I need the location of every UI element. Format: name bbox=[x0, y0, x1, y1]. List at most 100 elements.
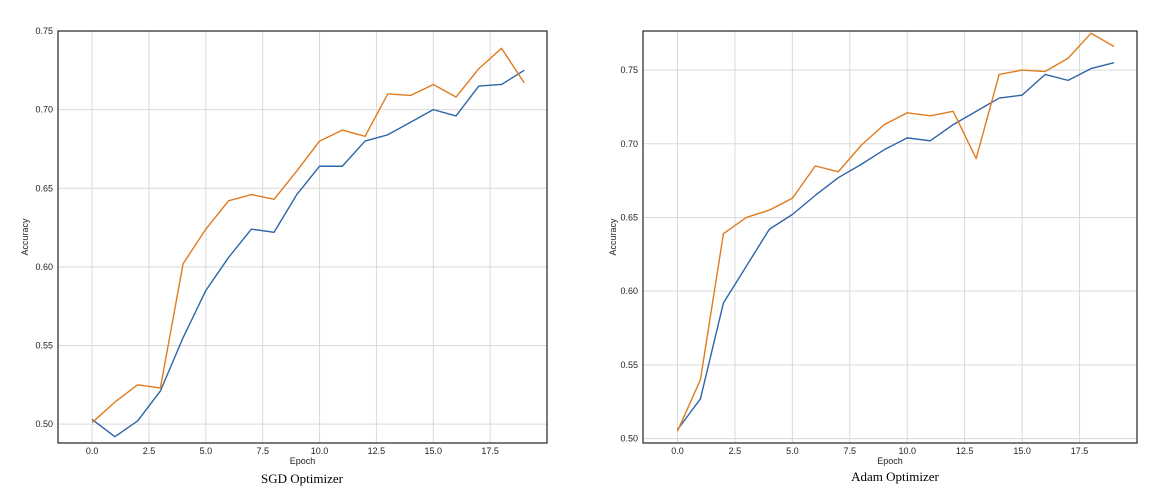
data-point bbox=[1067, 79, 1069, 81]
data-point bbox=[906, 112, 908, 114]
data-point bbox=[1113, 61, 1115, 63]
x-tick-label: 15.0 bbox=[1013, 446, 1031, 456]
y-tick-label: 0.60 bbox=[35, 262, 53, 272]
data-point bbox=[409, 94, 411, 96]
data-point bbox=[676, 430, 678, 432]
data-point bbox=[114, 401, 116, 403]
data-point bbox=[745, 265, 747, 267]
data-point bbox=[1021, 69, 1023, 71]
x-tick-label: 17.5 bbox=[1071, 446, 1089, 456]
x-tick-label: 0.0 bbox=[671, 446, 684, 456]
x-tick-label: 7.5 bbox=[256, 446, 269, 456]
data-point bbox=[296, 170, 298, 172]
data-point bbox=[500, 83, 502, 85]
data-point bbox=[952, 123, 954, 125]
data-point bbox=[250, 228, 252, 230]
y-tick-label: 0.75 bbox=[35, 26, 53, 36]
y-axis-label: Accuracy bbox=[608, 218, 618, 256]
x-tick-label: 10.0 bbox=[311, 446, 329, 456]
chart-caption: Adam Optimizer bbox=[851, 469, 939, 484]
plot-area bbox=[643, 31, 1137, 443]
y-tick-label: 0.75 bbox=[620, 65, 638, 75]
adam-chart: 0.0 2.5 5.0 7.5 10.0 12.5 15.0 17.5 0.50 0.55 0.60… bbox=[608, 30, 1138, 484]
y-tick-label: 0.60 bbox=[620, 286, 638, 296]
chart-caption: SGD Optimizer bbox=[261, 471, 344, 486]
data-point bbox=[318, 165, 320, 167]
plot-frame bbox=[57, 30, 548, 444]
data-point bbox=[699, 378, 701, 380]
data-point bbox=[296, 193, 298, 195]
y-tick-label: 0.50 bbox=[35, 419, 53, 429]
data-point bbox=[699, 398, 701, 400]
data-point bbox=[768, 228, 770, 230]
y-tick-label: 0.70 bbox=[35, 105, 53, 115]
x-tick-label: 17.5 bbox=[481, 446, 499, 456]
x-tick-label: 5.0 bbox=[200, 446, 213, 456]
data-point bbox=[975, 157, 977, 159]
data-point bbox=[1090, 67, 1092, 69]
data-point bbox=[318, 140, 320, 142]
data-point bbox=[432, 83, 434, 85]
data-point bbox=[341, 129, 343, 131]
series-line-0 bbox=[676, 62, 1115, 431]
y-tick-label: 0.50 bbox=[620, 434, 638, 444]
data-point bbox=[837, 171, 839, 173]
data-point bbox=[860, 163, 862, 165]
data-point bbox=[227, 256, 229, 258]
data-point bbox=[722, 232, 724, 234]
x-tick-label: 12.5 bbox=[956, 446, 974, 456]
data-point bbox=[159, 387, 161, 389]
data-point bbox=[159, 390, 161, 392]
data-point bbox=[478, 68, 480, 70]
data-point bbox=[998, 97, 1000, 99]
y-tick-label: 0.65 bbox=[35, 183, 53, 193]
data-point bbox=[364, 140, 366, 142]
data-point bbox=[182, 263, 184, 265]
data-point bbox=[227, 200, 229, 202]
plot-area bbox=[58, 31, 547, 443]
data-point bbox=[205, 228, 207, 230]
series-line-0 bbox=[91, 69, 525, 438]
x-tick-label: 0.0 bbox=[86, 446, 99, 456]
data-point bbox=[1044, 73, 1046, 75]
data-point bbox=[814, 165, 816, 167]
data-point bbox=[432, 108, 434, 110]
plot-frame bbox=[642, 30, 1138, 444]
data-point bbox=[791, 213, 793, 215]
data-point bbox=[929, 115, 931, 117]
y-axis-label: Accuracy bbox=[20, 218, 30, 256]
data-point bbox=[523, 69, 525, 71]
data-point bbox=[837, 176, 839, 178]
data-point bbox=[250, 193, 252, 195]
data-point bbox=[952, 110, 954, 112]
data-point bbox=[814, 194, 816, 196]
x-tick-label: 10.0 bbox=[898, 446, 916, 456]
x-tick-label: 15.0 bbox=[425, 446, 443, 456]
x-tick-label: 12.5 bbox=[368, 446, 386, 456]
series-line-1 bbox=[91, 47, 525, 424]
data-point bbox=[791, 197, 793, 199]
data-point bbox=[114, 436, 116, 438]
x-axis-label: Epoch bbox=[877, 456, 903, 466]
data-point bbox=[998, 73, 1000, 75]
x-tick-label: 7.5 bbox=[844, 446, 857, 456]
x-tick-label: 5.0 bbox=[786, 446, 799, 456]
data-point bbox=[273, 198, 275, 200]
x-tick-label: 2.5 bbox=[143, 446, 156, 456]
data-point bbox=[182, 336, 184, 338]
data-point bbox=[1067, 57, 1069, 59]
y-tick-label: 0.55 bbox=[35, 341, 53, 351]
data-point bbox=[1021, 94, 1023, 96]
data-point bbox=[523, 82, 525, 84]
data-point bbox=[906, 137, 908, 139]
x-tick-label: 2.5 bbox=[729, 446, 742, 456]
data-point bbox=[387, 134, 389, 136]
data-point bbox=[273, 231, 275, 233]
data-point bbox=[478, 85, 480, 87]
data-point bbox=[387, 93, 389, 95]
data-point bbox=[860, 144, 862, 146]
data-point bbox=[975, 110, 977, 112]
data-point bbox=[929, 140, 931, 142]
y-tick-label: 0.70 bbox=[620, 139, 638, 149]
